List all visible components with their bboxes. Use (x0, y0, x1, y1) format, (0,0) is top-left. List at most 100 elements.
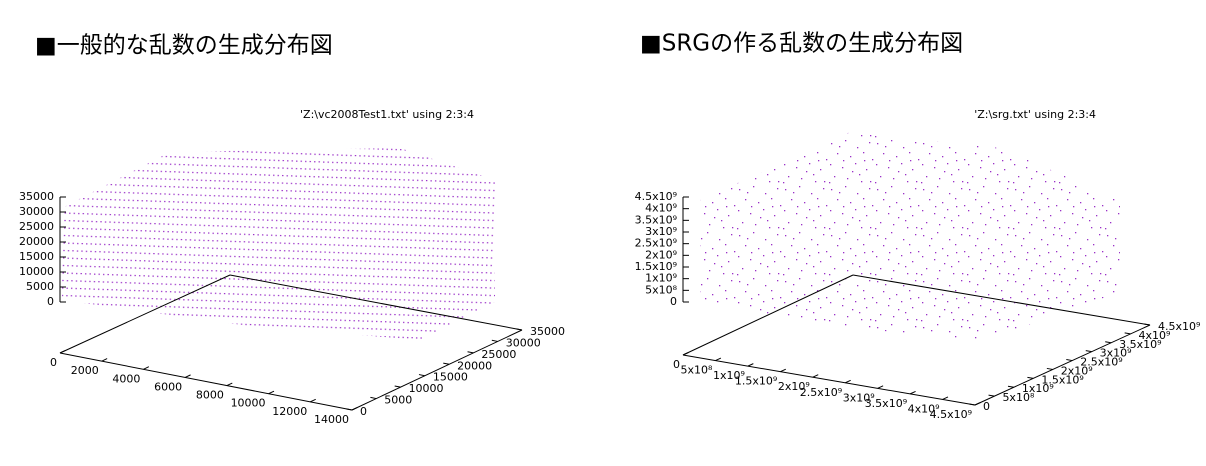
chart-title: ■一般的な乱数の生成分布図 (35, 33, 333, 59)
y-tick-label: 4.5x10⁹ (1158, 320, 1200, 333)
tick-mark (268, 390, 275, 395)
y-tick-label: 30000 (506, 336, 541, 349)
axis-line (59, 352, 353, 411)
y-tick-label: 3.5x10⁹ (1119, 338, 1161, 351)
tick-mark (443, 362, 450, 365)
tick-mark (143, 366, 150, 370)
tick-mark (310, 398, 316, 403)
x-tick-label: 5x10⁸ (681, 364, 714, 377)
y-tick-label: 1x10⁹ (1022, 382, 1054, 395)
chart-title: ■SRGの作る乱数の生成分布図 (640, 31, 963, 57)
axis-line (229, 274, 523, 331)
tick-mark (909, 390, 916, 395)
tick-mark (59, 349, 66, 354)
legend-label: 'Z:\vc2008Test1.txt' using 2:3:4 (300, 108, 474, 121)
y-tick-label: 25000 (481, 348, 516, 361)
z-tick-label: 10000 (19, 265, 54, 278)
tick-mark (184, 374, 191, 378)
tick-mark (467, 351, 474, 354)
z-tick-label: 2x10⁹ (645, 248, 677, 261)
x-tick-label: 0 (673, 358, 680, 371)
tick-mark (346, 408, 353, 411)
tick-mark (1007, 385, 1014, 388)
tick-mark (351, 406, 358, 411)
x-tick-label: 6000 (154, 380, 182, 393)
x-tick-label: 2x10⁹ (778, 380, 810, 393)
x-tick-label: 0 (50, 356, 57, 369)
tick-mark (1066, 359, 1073, 362)
z-tick-label: 3x10⁹ (645, 225, 677, 238)
x-tick-label: 4x10⁹ (908, 402, 940, 415)
tick-mark (682, 352, 689, 356)
tick-mark (1027, 376, 1034, 379)
z-tick-label: 5x10⁸ (645, 283, 678, 296)
tick-mark (1085, 350, 1092, 353)
z-tick-label: 20000 (19, 235, 54, 248)
y-tick-label: 1.5x10⁹ (1041, 373, 1083, 386)
axis-line (59, 274, 231, 354)
x-tick-label: 2000 (71, 364, 99, 377)
y-tick-label: 5000 (384, 394, 412, 407)
tick-mark (1144, 323, 1151, 326)
y-tick-label: 2.5x10⁹ (1080, 356, 1122, 369)
z-tick-label: 35000 (19, 190, 54, 203)
z-tick-label: 4.5x10⁹ (635, 190, 677, 203)
z-tick-label: 3.5x10⁹ (635, 213, 677, 226)
tick-mark (1105, 341, 1112, 344)
z-tick-label: 1.5x10⁹ (635, 260, 677, 273)
tick-mark (101, 358, 108, 362)
axis-line (974, 324, 1151, 406)
z-tick-label: 1x10⁹ (645, 272, 677, 285)
z-tick-label: 25000 (19, 220, 54, 233)
y-tick-label: 20000 (457, 359, 492, 372)
tick-mark (418, 374, 425, 377)
z-tick-label: 0 (47, 295, 54, 308)
axis-line (682, 354, 976, 406)
tick-mark (394, 385, 401, 388)
y-tick-label: 5x10⁸ (1002, 391, 1035, 404)
x-tick-label: 1x10⁹ (713, 369, 745, 382)
tick-mark (942, 396, 949, 400)
tick-mark (747, 363, 754, 367)
tick-mark (780, 368, 786, 373)
y-tick-label: 3x10⁹ (1100, 347, 1132, 360)
z-tick-label: 4x10⁹ (645, 202, 677, 215)
point-cloud (62, 148, 495, 340)
tick-mark (715, 357, 722, 362)
z-tick-label: 30000 (19, 205, 54, 218)
z-tick-label: 15000 (19, 250, 54, 263)
tick-mark (1124, 332, 1131, 335)
y-tick-label: 2x10⁹ (1061, 364, 1093, 377)
z-tick-label: 2.5x10⁹ (635, 237, 677, 250)
x-tick-label: 14000 (314, 413, 349, 426)
tick-mark (877, 385, 884, 389)
x-tick-label: 8000 (196, 389, 224, 402)
x-tick-label: 10000 (231, 397, 266, 410)
x-tick-label: 1.5x10⁹ (735, 375, 777, 388)
axis-line (351, 329, 523, 411)
tick-mark (1046, 367, 1053, 370)
tick-mark (974, 402, 981, 406)
y-tick-label: 0 (983, 400, 990, 413)
tick-mark (226, 382, 233, 387)
z-tick-label: 5000 (26, 280, 54, 293)
y-tick-label: 10000 (409, 382, 444, 395)
x-tick-label: 4.5x10⁹ (930, 408, 972, 421)
x-tick-label: 3.5x10⁹ (865, 397, 907, 410)
y-tick-label: 0 (360, 405, 367, 418)
legend-label: 'Z:\srg.txt' using 2:3:4 (974, 108, 1096, 121)
point-cloud (700, 132, 1120, 342)
tick-mark (516, 328, 523, 331)
tick-mark (812, 374, 819, 378)
x-tick-label: 12000 (272, 405, 307, 418)
tick-mark (988, 394, 995, 397)
axis-line (852, 274, 1151, 326)
y-tick-label: 15000 (433, 371, 468, 384)
y-tick-label: 4x10⁹ (1139, 329, 1171, 342)
tick-mark (370, 396, 377, 400)
tick-mark (969, 403, 976, 406)
y-tick-label: 35000 (530, 325, 565, 338)
x-tick-label: 4000 (112, 372, 140, 385)
tick-mark (845, 379, 851, 384)
